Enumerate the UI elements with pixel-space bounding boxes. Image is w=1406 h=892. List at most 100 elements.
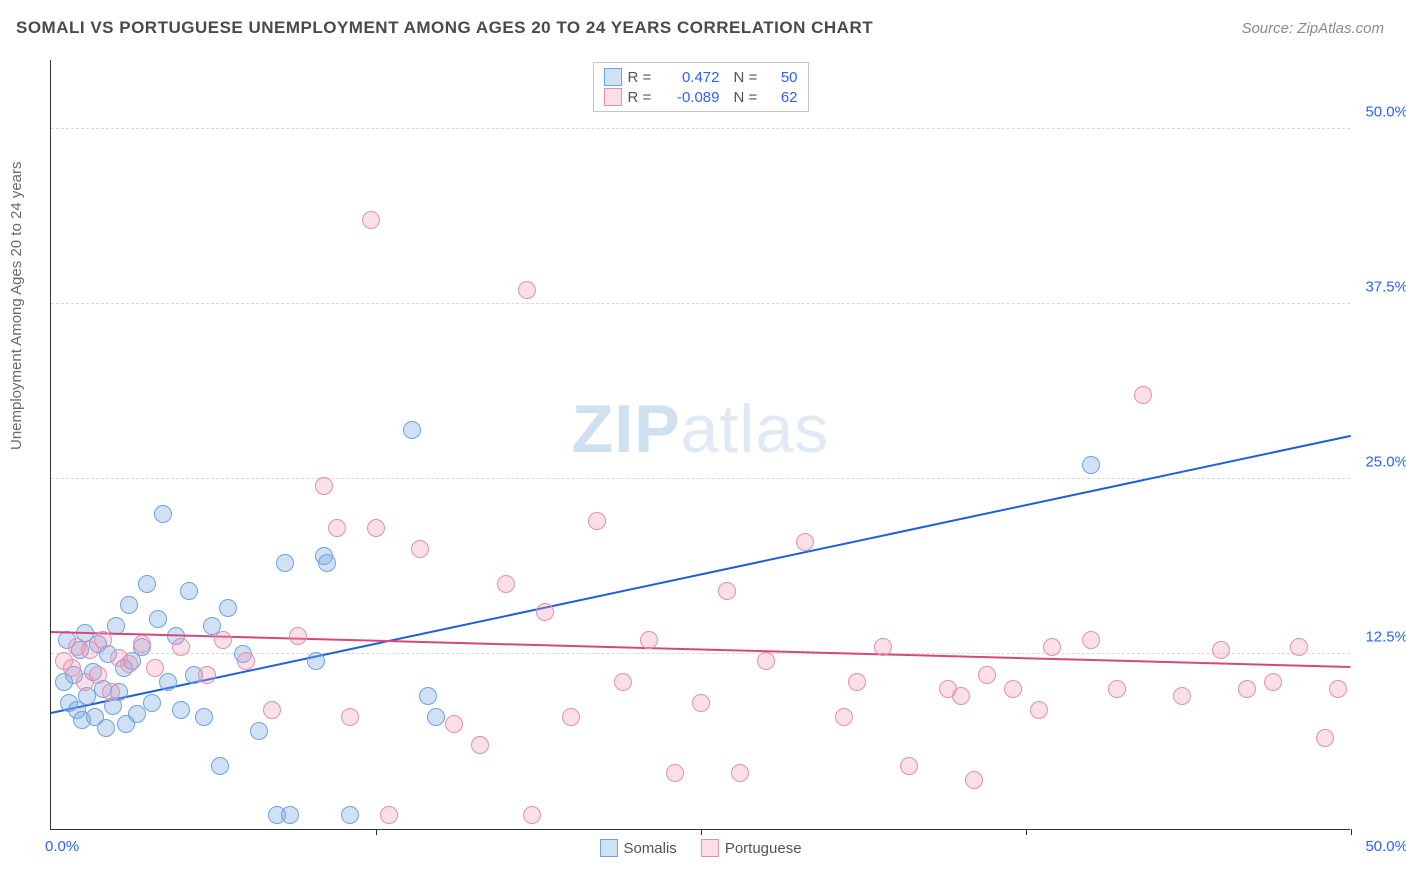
data-point [1264,673,1282,691]
data-point [159,673,177,691]
data-point [692,694,710,712]
watermark: ZIPatlas [572,390,829,468]
correlation-legend: R =0.472N =50R =-0.089N =62 [593,62,809,112]
data-point [1108,680,1126,698]
data-point [94,631,112,649]
y-axis-label: Unemployment Among Ages 20 to 24 years [8,161,25,450]
data-point [562,708,580,726]
data-point [97,719,115,737]
x-axis-min-label: 0.0% [45,838,79,855]
data-point [195,708,213,726]
data-point [341,708,359,726]
data-point [149,610,167,628]
data-point [835,708,853,726]
data-point [952,687,970,705]
y-tick-label: 25.0% [1365,454,1406,471]
data-point [978,666,996,684]
data-point [102,683,120,701]
legend-item: Portuguese [701,839,802,857]
data-point [154,505,172,523]
data-point [718,582,736,600]
data-point [214,631,232,649]
data-point [1082,456,1100,474]
x-axis-max-label: 50.0% [1365,838,1406,855]
data-point [250,722,268,740]
data-point [1004,680,1022,698]
data-point [848,673,866,691]
data-point [219,599,237,617]
data-point [757,652,775,670]
data-point [1212,641,1230,659]
data-point [640,631,658,649]
legend-item: Somalis [599,839,676,857]
legend-swatch [599,839,617,857]
data-point [289,627,307,645]
data-point [518,281,536,299]
data-point [445,715,463,733]
data-point [666,764,684,782]
n-value: 62 [768,89,798,106]
data-point [367,519,385,537]
y-tick-label: 37.5% [1365,279,1406,296]
data-point [172,638,190,656]
data-point [588,512,606,530]
data-point [965,771,983,789]
r-value: -0.089 [662,89,720,106]
n-label: N = [734,69,762,86]
legend-swatch [701,839,719,857]
x-tick [701,829,702,835]
data-point [471,736,489,754]
series-legend: Somalis Portuguese [599,839,801,857]
data-point [281,806,299,824]
data-point [497,575,515,593]
data-point [1329,680,1347,698]
legend-label: Portuguese [725,840,802,857]
data-point [1290,638,1308,656]
x-tick [376,829,377,835]
data-point [128,705,146,723]
data-point [362,211,380,229]
data-point [120,596,138,614]
gridline [51,128,1350,129]
legend-swatch [604,88,622,106]
data-point [315,477,333,495]
data-point [731,764,749,782]
data-point [1082,631,1100,649]
data-point [1134,386,1152,404]
data-point [536,603,554,621]
data-point [120,655,138,673]
data-point [1030,701,1048,719]
trend-line [51,435,1351,714]
data-point [1316,729,1334,747]
data-point [328,519,346,537]
y-tick-label: 12.5% [1365,629,1406,646]
data-point [237,652,255,670]
data-point [263,701,281,719]
data-point [198,666,216,684]
data-point [403,421,421,439]
data-point [307,652,325,670]
legend-row: R =-0.089N =62 [604,87,798,107]
data-point [1238,680,1256,698]
data-point [900,757,918,775]
data-point [172,701,190,719]
data-point [211,757,229,775]
data-point [341,806,359,824]
data-point [874,638,892,656]
data-point [427,708,445,726]
y-tick-label: 50.0% [1365,104,1406,121]
data-point [796,533,814,551]
chart-title: SOMALI VS PORTUGUESE UNEMPLOYMENT AMONG … [16,18,873,38]
data-point [1173,687,1191,705]
legend-label: Somalis [623,840,676,857]
source-attribution: Source: ZipAtlas.com [1241,20,1384,37]
data-point [380,806,398,824]
data-point [89,666,107,684]
scatter-plot: ZIPatlas R =0.472N =50R =-0.089N =62 0.0… [50,60,1350,830]
data-point [276,554,294,572]
data-point [614,673,632,691]
data-point [138,575,156,593]
gridline [51,303,1350,304]
n-value: 50 [768,69,798,86]
legend-swatch [604,68,622,86]
